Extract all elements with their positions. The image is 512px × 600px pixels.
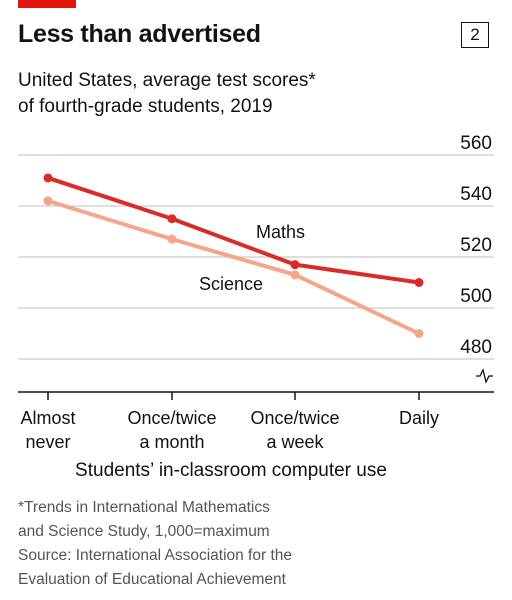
series-line-maths	[46, 175, 421, 285]
series-line-science	[46, 198, 421, 336]
y-tick-label: 520	[460, 235, 492, 256]
source-line-1: Source: International Association for th…	[18, 547, 292, 564]
line-chart: 480 500 520 540 560 Almost never Once/twice a m…	[18, 133, 494, 452]
y-tick-label: 480	[460, 337, 492, 358]
data-point-science	[414, 329, 424, 338]
series-label-maths: Maths	[256, 222, 305, 242]
x-axis	[18, 368, 494, 400]
x-axis-title: Students’ in-classroom computer use	[75, 460, 387, 481]
x-tick-label: Daily	[399, 408, 439, 428]
x-tick-label: Once/twice a week	[250, 408, 339, 452]
chart-title: Less than advertised	[18, 20, 261, 48]
data-point-maths	[167, 214, 177, 224]
data-point-maths	[290, 260, 300, 270]
axis-break-icon	[476, 368, 493, 384]
data-point-science	[290, 270, 300, 280]
series-lines	[43, 173, 424, 338]
series-label-science: Science	[199, 274, 263, 294]
x-tick-label: Almost never	[20, 408, 75, 452]
x-axis-category-labels: Almost never Once/twice a month Once/twice a …	[20, 408, 439, 452]
y-tick-label: 500	[460, 286, 492, 307]
data-point-maths	[43, 173, 53, 183]
gridlines	[18, 154, 494, 360]
brand-red-tab	[18, 0, 76, 8]
footnote: *Trends in International Mathematics and…	[18, 496, 498, 592]
footnote-line-1: *Trends in International Mathematics	[18, 499, 270, 516]
subtitle-line-1: United States, average test scores*	[18, 70, 316, 91]
footnote-line-2: and Science Study, 1,000=maximum	[18, 523, 270, 540]
data-point-maths	[414, 278, 424, 287]
source-line-2: Evaluation of Educational Achievement	[18, 571, 286, 588]
y-tick-label: 560	[460, 133, 492, 154]
chart-number-badge: 2	[461, 22, 489, 48]
x-tick-label: Once/twice a month	[127, 408, 216, 452]
subtitle-line-2: of fourth-grade students, 2019	[18, 96, 273, 117]
data-point-science	[43, 196, 53, 206]
chart-subtitle: United States, average test scores* of f…	[18, 68, 438, 120]
data-point-science	[167, 234, 177, 244]
y-tick-label: 540	[460, 184, 492, 205]
y-axis-ticks: 480 500 520 540 560	[460, 133, 492, 358]
